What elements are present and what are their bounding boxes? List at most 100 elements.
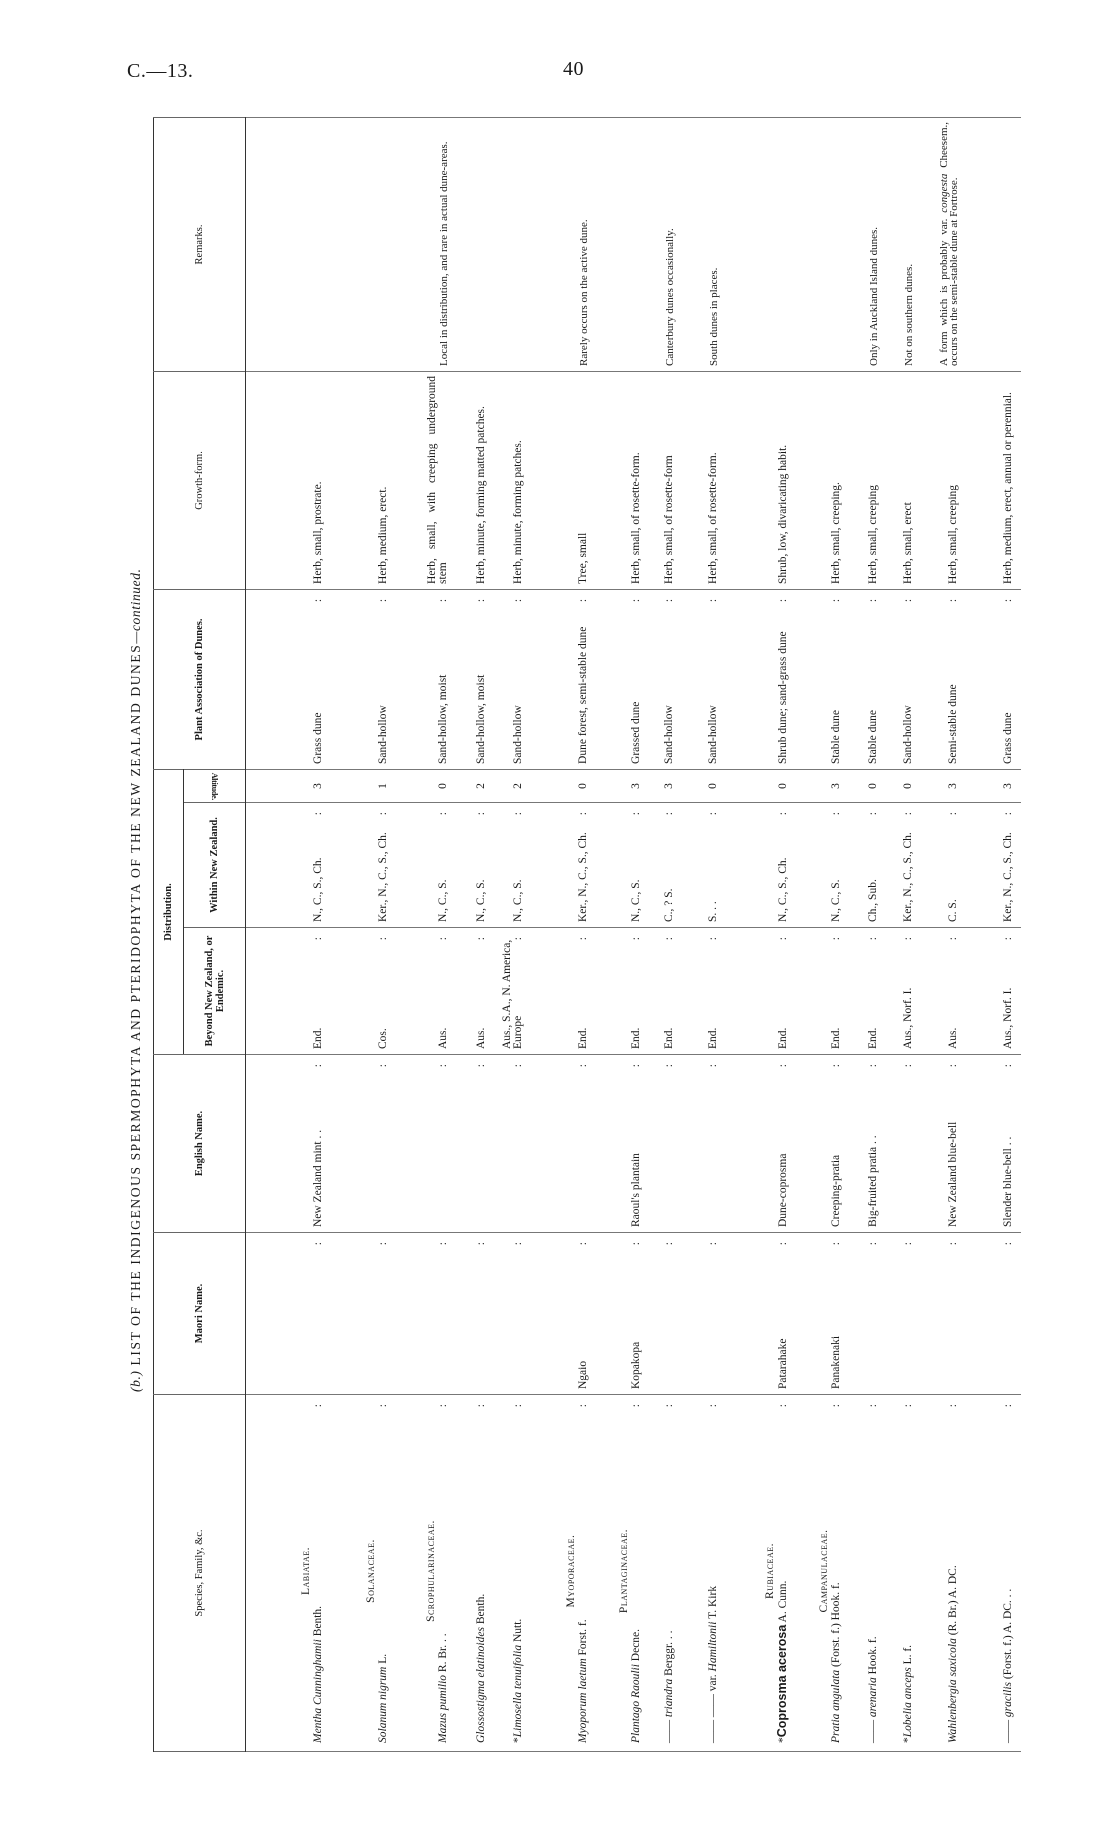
plant-cell: Grassed dune xyxy=(595,589,649,770)
species-line: Myoporum laetum Forst. f. xyxy=(577,1619,589,1743)
dot-leader xyxy=(708,1061,720,1067)
beyond-value: End. xyxy=(630,1027,642,1049)
species-table: Species, Family, &c. Maori Name. English… xyxy=(153,117,1021,1752)
table-row: —— gracilis (Forst. f.) A. DC. . . Slende… xyxy=(965,117,1021,1752)
altitude-cell: 3 xyxy=(920,769,966,803)
species-line: *Coprosma acerosa A. Cunn. xyxy=(775,1581,789,1743)
species-cell: Labiatae. Mentha Cunninghamii Benth. xyxy=(245,1394,331,1752)
plant-value: Shrub dune; sand-grass dune xyxy=(777,631,789,764)
maori-cell xyxy=(920,1232,966,1395)
species-authority: Decne. xyxy=(630,1628,642,1665)
dot-leader xyxy=(1003,1401,1015,1407)
species-prefix: * xyxy=(902,1737,914,1743)
within-cell: N., C., S. xyxy=(795,802,849,928)
dot-leader xyxy=(831,1061,843,1067)
within-cell: N., C., S. xyxy=(595,802,649,928)
maori-cell: Patarahake xyxy=(725,1232,796,1395)
remarks-cell: Only in Auckland Island dunes. xyxy=(848,117,886,372)
maori-cell xyxy=(395,1232,456,1395)
beyond-cell: Aus. xyxy=(920,927,966,1055)
table-row: —— —— var. Hamiltonii T. Kirk End. S. . . 0… xyxy=(681,117,726,1752)
dot-leader xyxy=(948,809,960,815)
within-value: N., C., S. xyxy=(630,879,642,923)
dot-leader xyxy=(868,1061,880,1067)
dot-leader xyxy=(438,1239,450,1245)
species-line: *Lobelia anceps L. f. xyxy=(902,1645,914,1743)
growth-value: Herb, medium, erect, annual or perennial… xyxy=(1002,392,1014,584)
within-value: C. S. xyxy=(947,899,959,922)
remarks-text: Canterbury dunes occasionally. xyxy=(664,228,676,366)
dot-leader xyxy=(476,1401,488,1407)
beyond-cell: Aus., S.A., N. America, Europe xyxy=(493,927,531,1055)
plant-cell: Grass dune xyxy=(245,589,331,770)
dot-leader xyxy=(631,934,643,940)
table-row: —— arenaria Hook. f. Big-fruited pratia .… xyxy=(848,117,886,1752)
within-value: N., C., S. xyxy=(512,879,524,923)
dot-leader xyxy=(313,596,325,602)
species-prefix: —— xyxy=(663,1717,675,1743)
dot-leader xyxy=(948,596,960,602)
growth-cell: Herb, medium, erect. xyxy=(330,371,396,590)
species-name: Mentha Cunninghamii xyxy=(312,1639,324,1743)
within-cell: C. S. xyxy=(920,802,966,928)
species-name: triandra xyxy=(663,1678,675,1718)
plant-value: Sand-hollow xyxy=(902,705,914,764)
maori-cell xyxy=(493,1232,531,1395)
english-cell xyxy=(493,1054,531,1233)
english-value: Dune-coprosma xyxy=(777,1153,789,1227)
plant-cell: Sand-hollow xyxy=(885,589,921,770)
altitude-cell: 0 xyxy=(725,769,796,803)
species-authority: Berggr. . . xyxy=(663,1630,675,1679)
beyond-value: End. xyxy=(867,1027,879,1049)
altitude-value: 3 xyxy=(312,783,324,789)
plant-cell: Sand-hollow xyxy=(330,589,396,770)
species-line: Plantago Raoulii Decne. xyxy=(630,1629,642,1743)
remarks-cell xyxy=(795,117,849,372)
species-cell: Glossostigma elatinoides Benth. xyxy=(455,1394,494,1752)
plant-cell: Sand-hollow, moist xyxy=(455,589,494,770)
remarks-cell xyxy=(965,117,1021,372)
dot-leader xyxy=(1003,1061,1015,1067)
species-name: arenaria xyxy=(867,1677,879,1718)
table-row: Campanulaceae. Pratia angulata (Forst. f.… xyxy=(795,117,849,1752)
plant-value: Semi-stable dune xyxy=(947,684,959,764)
beyond-value: End. xyxy=(707,1027,719,1049)
altitude-cell: 3 xyxy=(965,769,1021,803)
within-cell: Ch., Sub. xyxy=(848,802,886,928)
beyond-cell: End. xyxy=(245,927,331,1055)
dot-leader xyxy=(664,1239,676,1245)
altitude-value: 2 xyxy=(512,783,524,789)
dot-leader xyxy=(313,809,325,815)
species-authority: (Forst. f.) A. DC. . . xyxy=(1002,1588,1014,1682)
species-line: —— arenaria Hook. f. xyxy=(867,1636,879,1743)
english-cell: Dune-coprosma xyxy=(725,1054,796,1233)
dot-leader xyxy=(868,809,880,815)
species-cell: *Lobelia anceps L. f. xyxy=(885,1394,921,1752)
species-cell: —— gracilis (Forst. f.) A. DC. . . xyxy=(965,1394,1021,1752)
within-cell: Ker., N., C., S., Ch. xyxy=(885,802,921,928)
species-authority: Forst. f. xyxy=(577,1619,589,1659)
header-remarks: Remarks. xyxy=(153,117,246,372)
within-value: Ker., N., C., S., Ch. xyxy=(1002,832,1014,922)
growth-value: Herb, small, creeping. xyxy=(830,482,842,584)
altitude-value: 3 xyxy=(947,783,959,789)
growth-value: Herb, small, of rosette-form xyxy=(663,455,675,584)
dot-leader xyxy=(778,1061,790,1067)
species-name: Pratia angulata xyxy=(830,1669,842,1743)
species-cell: Scrophularinaceae. Mazus pumilio R. Br. .… xyxy=(395,1394,456,1752)
header-distribution: Distribution. xyxy=(153,769,184,1055)
header-english: English Name. xyxy=(153,1054,246,1233)
table-row: Myoporaceae.Myoporum laetum Forst. f.Nga… xyxy=(530,117,596,1752)
maori-cell: Ngaio xyxy=(530,1232,596,1395)
dot-leader xyxy=(831,1401,843,1407)
altitude-cell: 0 xyxy=(395,769,456,803)
species-name: Glossostigma elatinoides xyxy=(475,1627,487,1743)
dot-leader xyxy=(513,934,525,940)
maori-value: Ngaio xyxy=(577,1360,589,1389)
dot-leader xyxy=(476,934,488,940)
within-cell: C., ? S. xyxy=(648,802,682,928)
species-name: Limosella tenuifolia xyxy=(512,1644,524,1738)
growth-value: Herb, small, of rosette-form. xyxy=(707,452,719,584)
dot-leader xyxy=(378,1061,390,1067)
plant-value: Grassed dune xyxy=(630,701,642,764)
